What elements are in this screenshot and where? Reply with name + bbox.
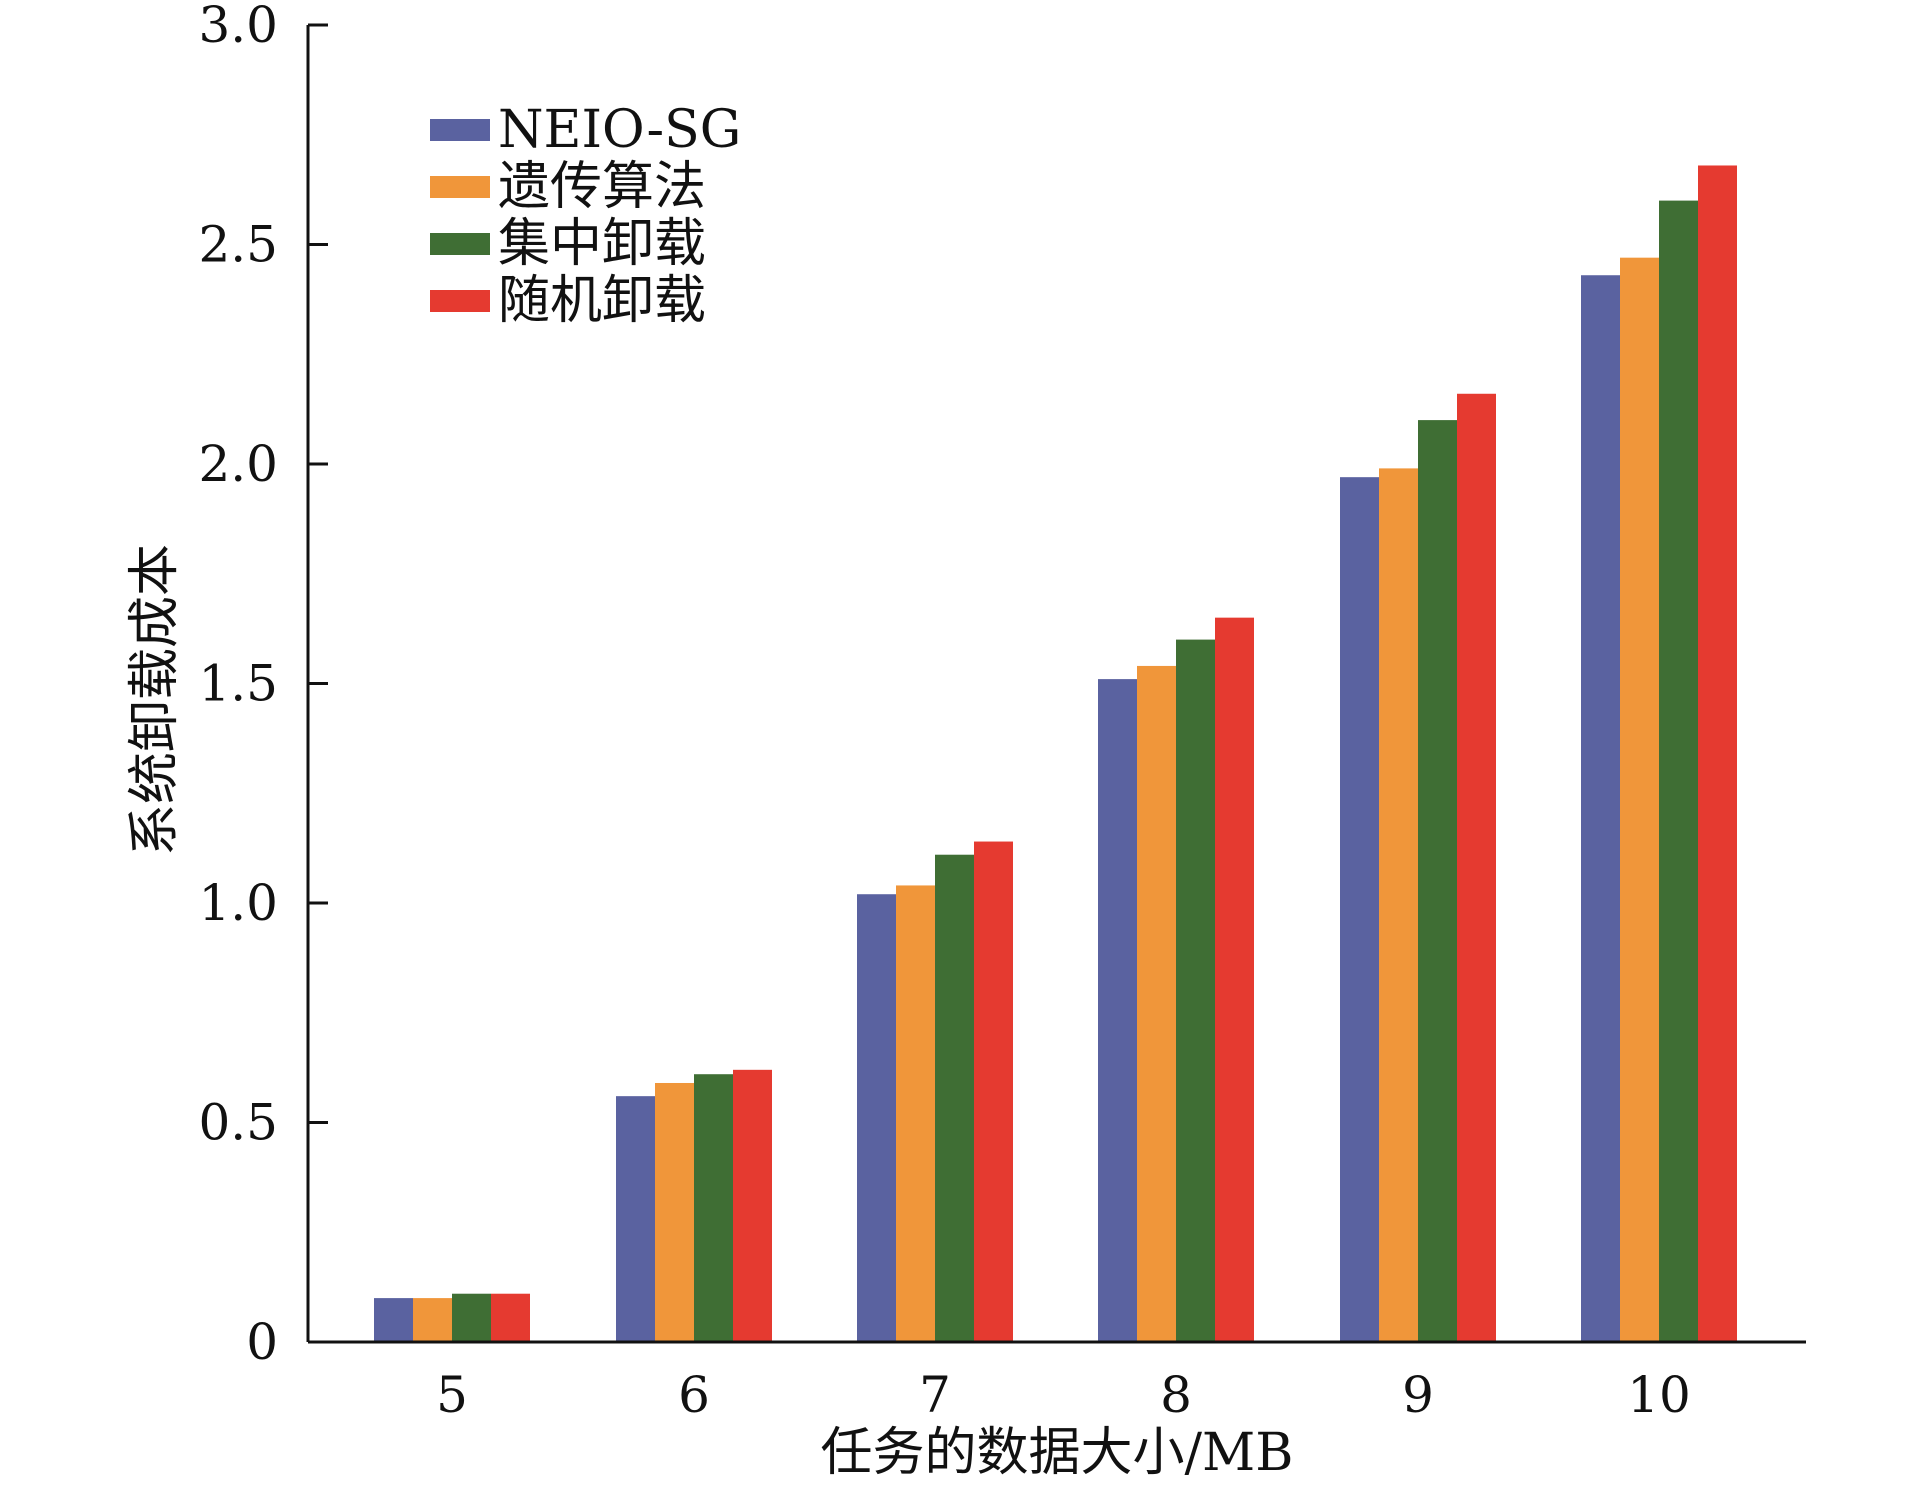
bar-2-7 bbox=[896, 885, 935, 1342]
bar-4-10 bbox=[1698, 165, 1737, 1343]
y-ticks: 0 0.5 1.0 1.5 2.0 2.5 3.0 bbox=[198, 0, 328, 1371]
legend-swatch bbox=[430, 176, 490, 198]
y-tick-label: 3.0 bbox=[198, 0, 278, 54]
y-tick-label: 1.0 bbox=[198, 874, 278, 932]
bar-4-8 bbox=[1215, 617, 1254, 1342]
bar-3-6 bbox=[694, 1074, 733, 1342]
legend-swatch bbox=[430, 290, 490, 312]
legend-swatch bbox=[430, 119, 490, 141]
bar-2-9 bbox=[1379, 468, 1418, 1342]
y-axis-title: 系统卸载成本 bbox=[125, 544, 185, 856]
y-tick-label: 0.5 bbox=[198, 1094, 278, 1152]
x-tick-label: 8 bbox=[1160, 1366, 1192, 1424]
x-tick-label: 5 bbox=[436, 1366, 468, 1424]
bar-4-6 bbox=[733, 1069, 772, 1342]
bar-1-9 bbox=[1340, 477, 1379, 1342]
y-tick-label: 0 bbox=[246, 1313, 278, 1371]
bar-2-5 bbox=[413, 1298, 452, 1342]
x-ticks: 5 6 7 8 9 10 bbox=[436, 1366, 1691, 1424]
bar-4-5 bbox=[491, 1293, 530, 1342]
bar-4-9 bbox=[1457, 393, 1496, 1342]
bar-2-6 bbox=[655, 1082, 694, 1342]
bar-1-8 bbox=[1098, 679, 1137, 1342]
legend-label: 遗传算法 bbox=[498, 157, 706, 217]
x-tick-label: 7 bbox=[919, 1366, 951, 1424]
legend-label: 集中卸载 bbox=[498, 214, 706, 274]
bar-2-8 bbox=[1137, 665, 1176, 1342]
bar-2-10 bbox=[1620, 257, 1659, 1342]
bar-3-8 bbox=[1176, 639, 1215, 1342]
x-axis-title: 任务的数据大小/MB bbox=[821, 1423, 1294, 1483]
x-tick-label: 9 bbox=[1402, 1366, 1434, 1424]
bar-4-7 bbox=[974, 841, 1013, 1342]
bar-3-10 bbox=[1659, 200, 1698, 1343]
legend-label: 随机卸载 bbox=[498, 271, 706, 331]
bar-3-7 bbox=[935, 854, 974, 1342]
bar-1-10 bbox=[1581, 275, 1620, 1343]
x-tick-label: 10 bbox=[1627, 1366, 1691, 1424]
bar-1-7 bbox=[857, 894, 896, 1342]
legend-label: NEIO-SG bbox=[498, 100, 741, 160]
bar-1-6 bbox=[616, 1096, 655, 1342]
bars-layer bbox=[374, 165, 1737, 1343]
y-tick-label: 2.0 bbox=[198, 435, 278, 493]
y-tick-label: 2.5 bbox=[198, 216, 278, 274]
x-tick-label: 6 bbox=[678, 1366, 710, 1424]
y-tick-label: 1.5 bbox=[198, 655, 278, 713]
bar-3-5 bbox=[452, 1293, 491, 1342]
legend-swatch bbox=[430, 233, 490, 255]
bar-3-9 bbox=[1418, 420, 1457, 1343]
bar-1-5 bbox=[374, 1298, 413, 1342]
